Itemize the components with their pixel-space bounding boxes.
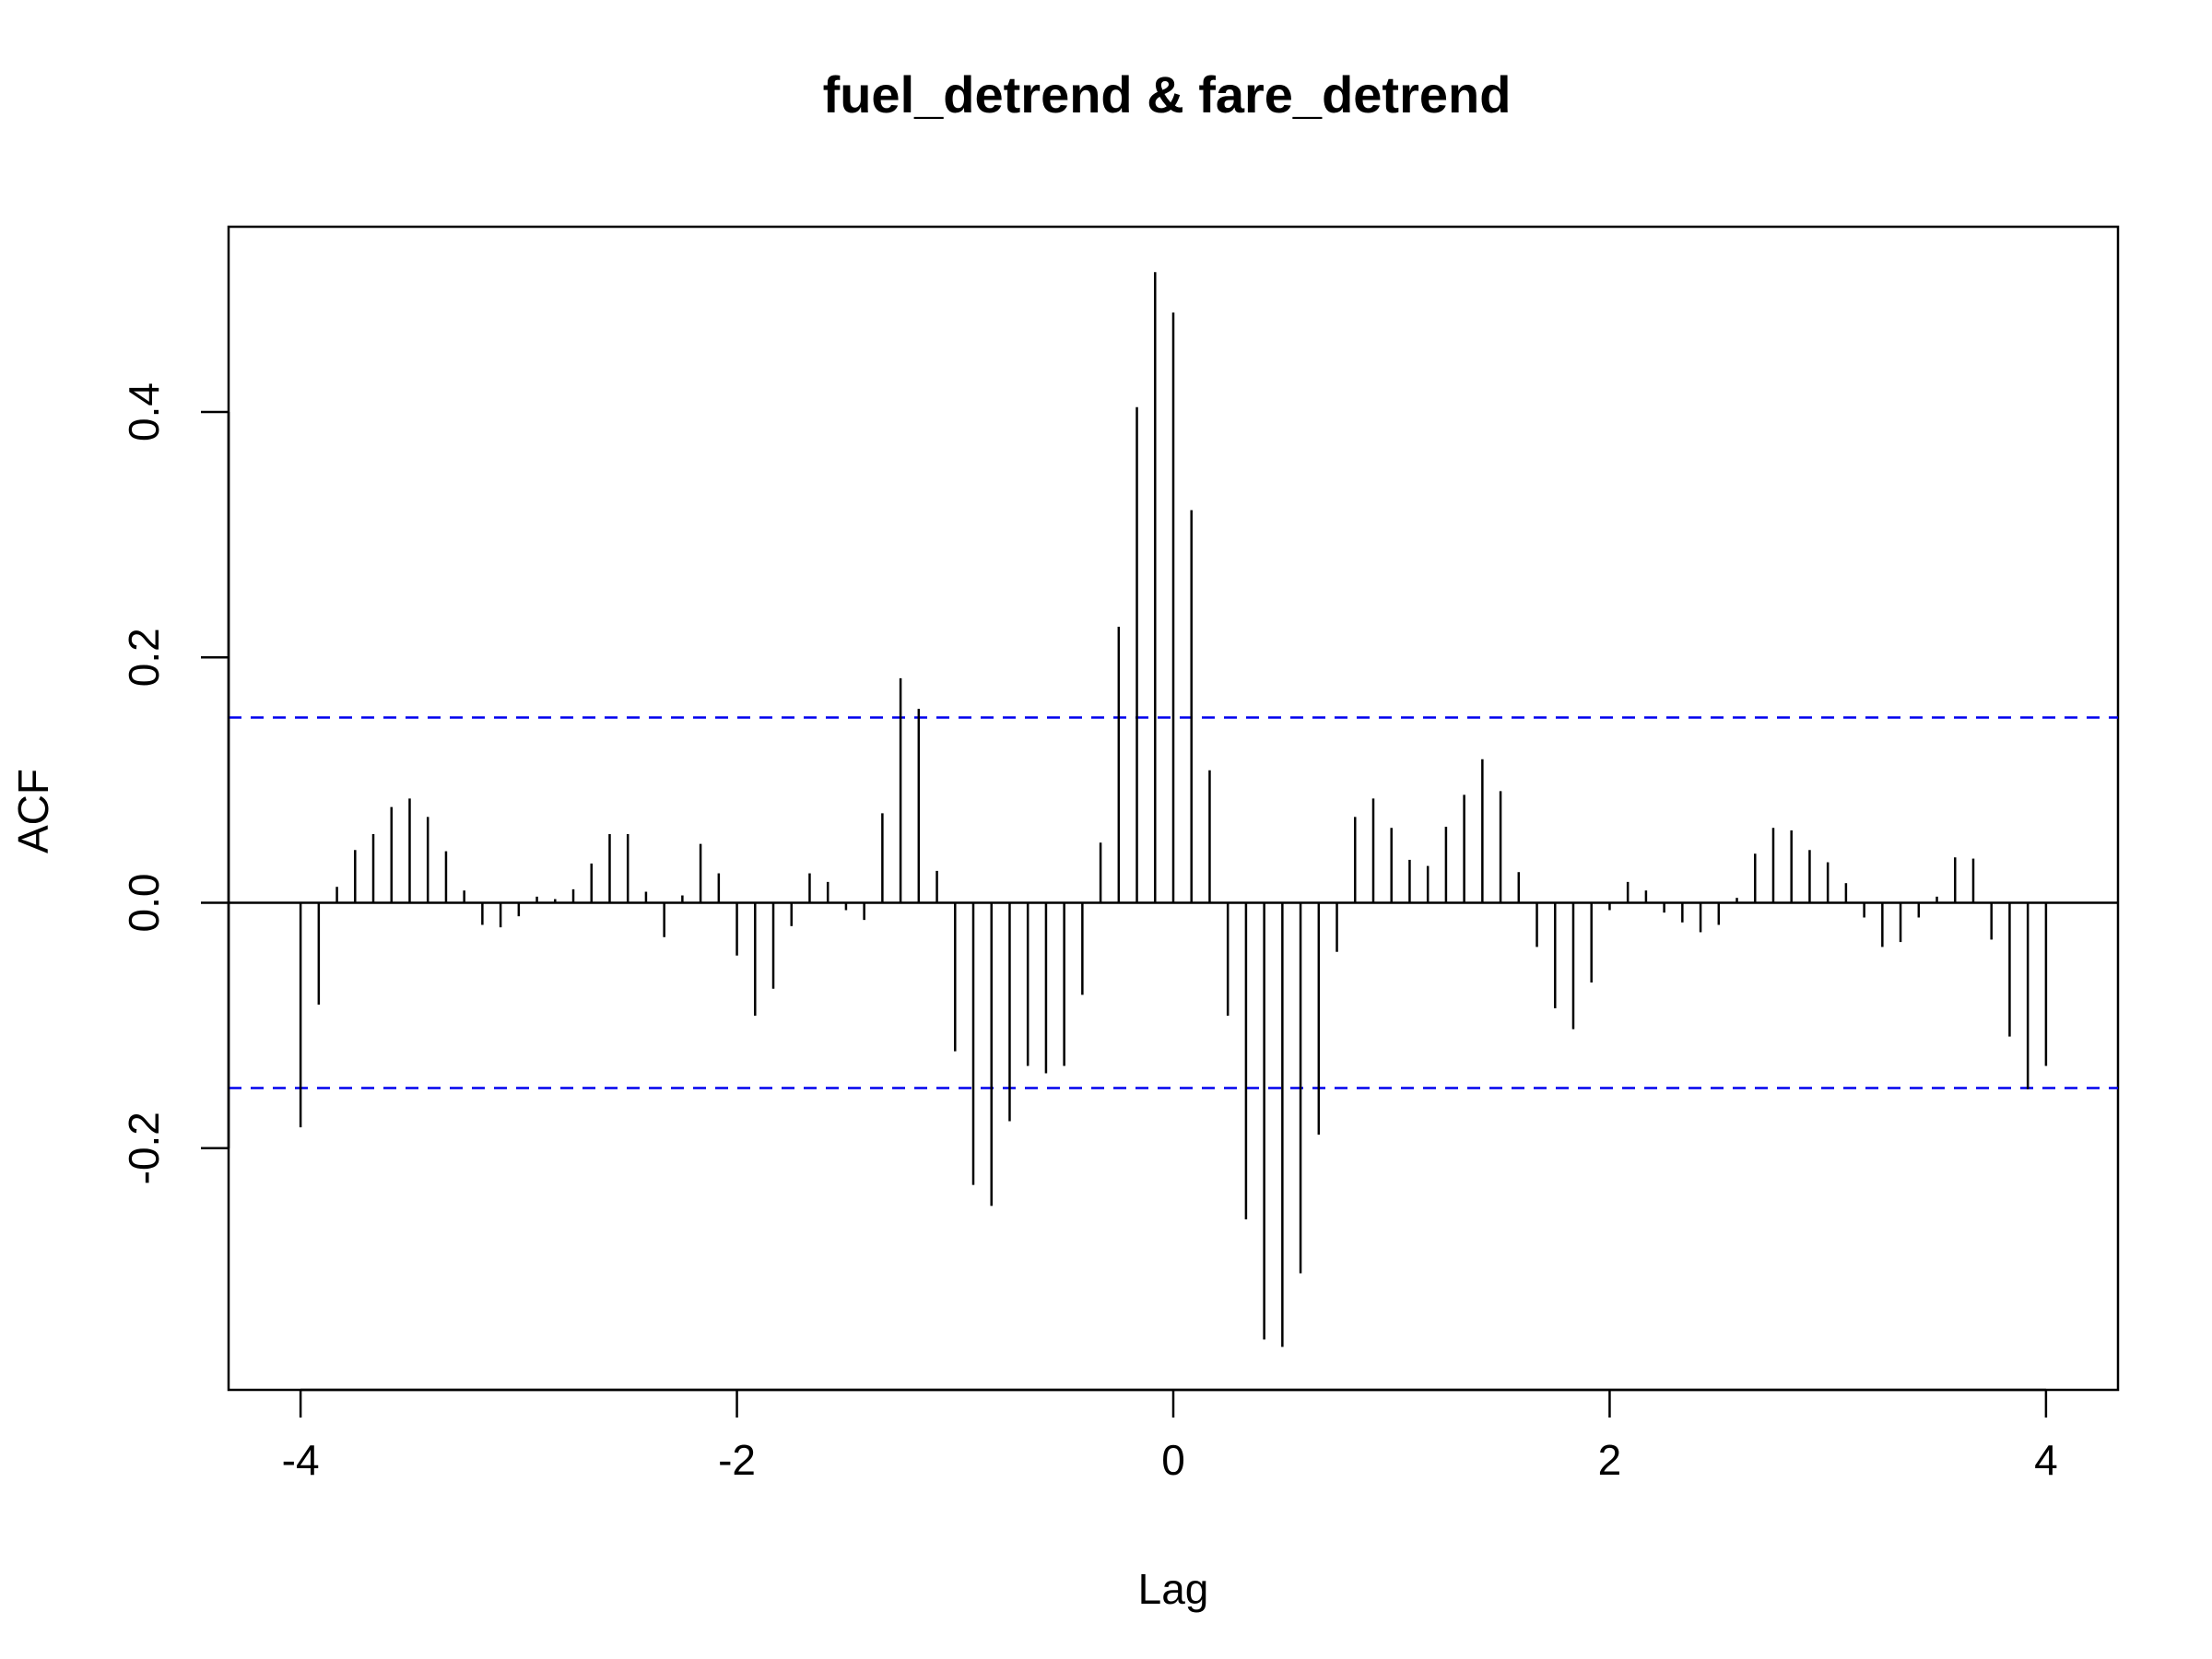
y-axis: -0.2 0.0 0.2 0.4: [120, 382, 230, 1184]
acf-bars: [299, 272, 2048, 1347]
chart-title: fuel_detrend & fare_detrend: [823, 65, 1512, 124]
x-tick-label: 4: [2034, 1436, 2058, 1484]
confidence-bounds: [229, 716, 2118, 1089]
x-tick-label: 2: [1598, 1436, 1622, 1484]
y-axis-label: ACF: [9, 769, 57, 853]
x-axis-label: Lag: [1138, 1565, 1209, 1613]
x-tick-label: -2: [718, 1436, 756, 1484]
y-tick-label: 0.0: [120, 874, 168, 933]
y-tick-label: 0.2: [120, 628, 168, 687]
x-tick-label: 0: [1161, 1436, 1185, 1484]
x-axis: -4 -2 0 2 4: [282, 1388, 2058, 1484]
y-tick-label: -0.2: [120, 1112, 168, 1184]
x-tick-label: -4: [282, 1436, 320, 1484]
y-tick-label: 0.4: [120, 382, 168, 441]
